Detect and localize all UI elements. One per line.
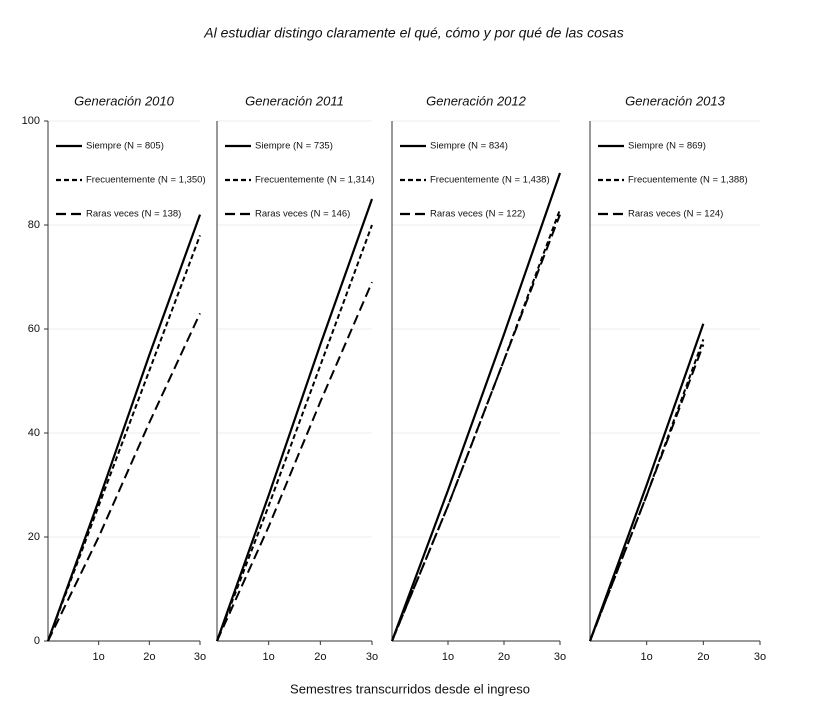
series-line bbox=[46, 214, 202, 642]
panel-title: Generación 2012 bbox=[426, 93, 527, 108]
series-line bbox=[215, 198, 374, 642]
y-tick-label: 0 bbox=[34, 635, 40, 647]
legend-label: Raras veces (N = 146) bbox=[255, 209, 350, 220]
legend-label: Siempre (N = 834) bbox=[430, 141, 508, 152]
series-line bbox=[216, 281, 373, 642]
series-line bbox=[391, 214, 561, 642]
series-line bbox=[47, 312, 201, 642]
legend-label: Frecuentemente (N = 1,388) bbox=[628, 175, 748, 186]
panel-title: Generación 2013 bbox=[625, 93, 726, 108]
x-tick-label: 1o bbox=[263, 651, 275, 663]
x-tick-label: 2o bbox=[314, 651, 326, 663]
legend-label: Frecuentemente (N = 1,314) bbox=[255, 175, 375, 186]
legend-label: Raras veces (N = 124) bbox=[628, 209, 723, 220]
x-tick-label: 3o bbox=[754, 651, 766, 663]
y-tick-label: 100 bbox=[22, 115, 40, 127]
legend-label: Frecuentemente (N = 1,350) bbox=[86, 175, 206, 186]
x-tick-label: 1o bbox=[641, 651, 653, 663]
y-tick-label: 40 bbox=[28, 427, 40, 439]
legend-label: Frecuentemente (N = 1,438) bbox=[430, 175, 550, 186]
x-tick-label: 2o bbox=[143, 651, 155, 663]
legend-label: Siempre (N = 735) bbox=[255, 141, 333, 152]
series-line bbox=[391, 209, 561, 642]
legend-label: Raras veces (N = 138) bbox=[86, 209, 181, 220]
series-line bbox=[390, 172, 562, 642]
x-tick-label: 3o bbox=[554, 651, 566, 663]
x-tick-label: 3o bbox=[194, 651, 206, 663]
x-tick-label: 3o bbox=[366, 651, 378, 663]
x-tick-label: 1o bbox=[93, 651, 105, 663]
panel-title: Generación 2011 bbox=[245, 93, 344, 108]
x-tick-label: 1o bbox=[442, 651, 454, 663]
series-line bbox=[588, 323, 705, 642]
y-tick-label: 80 bbox=[28, 219, 40, 231]
legend-label: Siempre (N = 869) bbox=[628, 141, 706, 152]
legend-label: Raras veces (N = 122) bbox=[430, 209, 525, 220]
panel-title: Generación 2010 bbox=[74, 93, 175, 108]
x-tick-label: 2o bbox=[498, 651, 510, 663]
legend-label: Siempre (N = 805) bbox=[86, 141, 164, 152]
series-line bbox=[216, 224, 373, 642]
chart-title: Al estudiar distingo claramente el qué, … bbox=[203, 25, 623, 41]
series-line bbox=[589, 344, 705, 642]
series-line bbox=[47, 235, 201, 642]
y-tick-label: 60 bbox=[28, 323, 40, 335]
x-tick-label: 2o bbox=[697, 651, 709, 663]
x-axis-label: Semestres transcurridos desde el ingreso bbox=[290, 681, 530, 696]
y-tick-label: 20 bbox=[28, 531, 40, 543]
